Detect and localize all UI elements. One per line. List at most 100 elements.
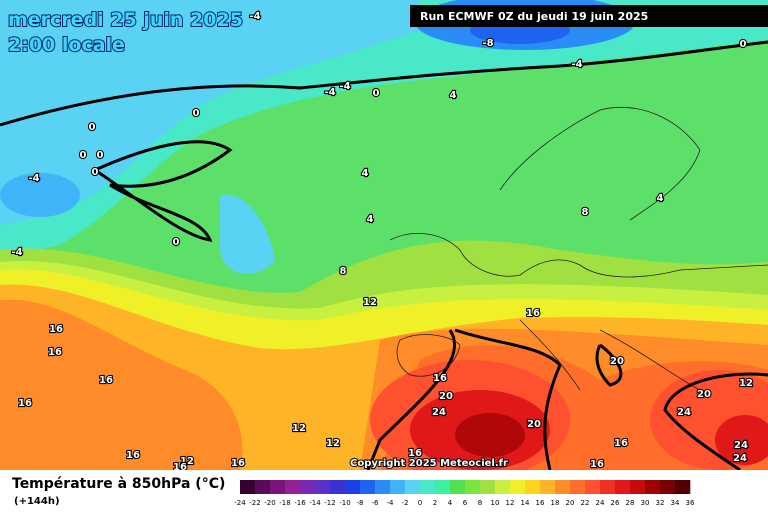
color-bar-label: 22 bbox=[581, 499, 590, 507]
date-label: mercredi 25 juin 2025 bbox=[8, 9, 243, 31]
color-swatch bbox=[600, 480, 616, 494]
color-swatch bbox=[255, 480, 271, 494]
contour-label: 0 bbox=[92, 167, 99, 178]
contour-label: 16 bbox=[18, 398, 32, 409]
color-swatch bbox=[480, 480, 496, 494]
contour-label: 20 bbox=[610, 356, 624, 367]
color-bar-label: 34 bbox=[671, 499, 680, 507]
contour-label: 0 bbox=[373, 88, 380, 99]
contour-label: 12 bbox=[180, 456, 194, 467]
contour-label: 20 bbox=[527, 419, 541, 430]
color-bar-label: -4 bbox=[387, 499, 395, 507]
color-swatch bbox=[540, 480, 556, 494]
run-label: Run ECMWF 0Z du jeudi 19 juin 2025 bbox=[420, 10, 648, 23]
color-bar-label: -6 bbox=[372, 499, 380, 507]
color-swatch bbox=[525, 480, 541, 494]
color-bar-label: 12 bbox=[506, 499, 515, 507]
contour-label: 0 bbox=[97, 150, 104, 161]
color-bar-label: 6 bbox=[463, 499, 468, 507]
color-swatch bbox=[285, 480, 301, 494]
color-swatch bbox=[390, 480, 406, 494]
color-swatch bbox=[630, 480, 646, 494]
contour-label: 16 bbox=[408, 448, 422, 459]
contour-label: 4 bbox=[362, 168, 369, 179]
contour-label: 24 bbox=[432, 407, 446, 418]
contour-label: 0 bbox=[80, 150, 87, 161]
color-bar-label: 8 bbox=[478, 499, 482, 507]
color-swatch bbox=[675, 480, 691, 494]
color-bar-label: 30 bbox=[641, 499, 650, 507]
color-bar-label: -10 bbox=[339, 499, 350, 507]
color-swatch bbox=[330, 480, 346, 494]
color-bar-label: 18 bbox=[551, 499, 560, 507]
contour-label: 20 bbox=[439, 391, 453, 402]
map-background bbox=[0, 0, 768, 480]
contour-label: 0 bbox=[173, 237, 180, 248]
contour-label: -4 bbox=[339, 81, 350, 92]
color-swatch bbox=[510, 480, 526, 494]
color-bar-label: -12 bbox=[324, 499, 335, 507]
contour-label: 12 bbox=[292, 423, 306, 434]
color-swatch bbox=[315, 480, 331, 494]
coastlines bbox=[389, 107, 768, 391]
color-bar-label: 20 bbox=[566, 499, 575, 507]
color-swatch bbox=[345, 480, 361, 494]
copyright: Copyright 2025 Meteociel.fr bbox=[350, 458, 508, 469]
color-bar-label: 10 bbox=[491, 499, 500, 507]
contour-label: -4 bbox=[28, 173, 39, 184]
color-swatch bbox=[375, 480, 391, 494]
color-swatch bbox=[645, 480, 661, 494]
contour-label: 16 bbox=[433, 373, 447, 384]
color-bar-label: 24 bbox=[596, 499, 605, 507]
contour-label: 16 bbox=[614, 438, 628, 449]
color-swatch bbox=[660, 480, 676, 494]
contour-label: 8 bbox=[340, 266, 347, 277]
contour-label: 24 bbox=[733, 453, 747, 464]
contour-label: -4 bbox=[324, 87, 335, 98]
legend-title: Température à 850hPa (°C) bbox=[12, 476, 225, 492]
color-bar-label: 32 bbox=[656, 499, 665, 507]
contour-label: 4 bbox=[657, 193, 664, 204]
color-swatch bbox=[240, 480, 256, 494]
color-bar-label: -20 bbox=[264, 499, 275, 507]
color-bar: -24 -22 -20 -18 -16 -14 -12 -10 -8 -6 -4 -2 0 2 4 6 8 10 1… bbox=[234, 480, 695, 507]
contour-label: 12 bbox=[326, 438, 340, 449]
color-swatch bbox=[405, 480, 421, 494]
color-bar-label: 26 bbox=[611, 499, 620, 507]
color-swatch bbox=[435, 480, 451, 494]
contour-lines bbox=[0, 40, 768, 472]
color-swatch bbox=[495, 480, 511, 494]
color-swatch bbox=[450, 480, 466, 494]
contour-label: 12 bbox=[739, 378, 753, 389]
lead-time: (+144h) bbox=[14, 496, 60, 507]
color-bar-label: -2 bbox=[402, 499, 409, 507]
contour-label: 16 bbox=[526, 308, 540, 319]
contour-label: 20 bbox=[697, 389, 711, 400]
time-label: 2:00 locale bbox=[8, 34, 125, 56]
contour-label: 16 bbox=[48, 347, 62, 358]
color-swatch bbox=[555, 480, 571, 494]
color-bar-label: -22 bbox=[249, 499, 260, 507]
color-bar-label: -24 bbox=[234, 499, 246, 507]
color-swatch bbox=[570, 480, 586, 494]
color-swatch bbox=[300, 480, 316, 494]
color-bar-label: 14 bbox=[521, 499, 530, 507]
color-bar-label: -14 bbox=[309, 499, 321, 507]
color-bar-label: 28 bbox=[626, 499, 635, 507]
contour-label: 12 bbox=[363, 297, 377, 308]
color-swatch bbox=[465, 480, 481, 494]
contour-label: 4 bbox=[367, 214, 374, 225]
contour-label: 16 bbox=[49, 324, 63, 335]
contour-label: 16 bbox=[231, 458, 245, 469]
color-swatch bbox=[615, 480, 631, 494]
contour-label: 0 bbox=[89, 122, 96, 133]
color-bar-label: -18 bbox=[279, 499, 290, 507]
contour-label: 24 bbox=[677, 407, 691, 418]
color-swatch bbox=[360, 480, 376, 494]
contour-label: -4 bbox=[11, 247, 22, 258]
color-bar-label: -16 bbox=[294, 499, 306, 507]
color-bar-label: 4 bbox=[448, 499, 453, 507]
color-bar-label: 36 bbox=[686, 499, 695, 507]
